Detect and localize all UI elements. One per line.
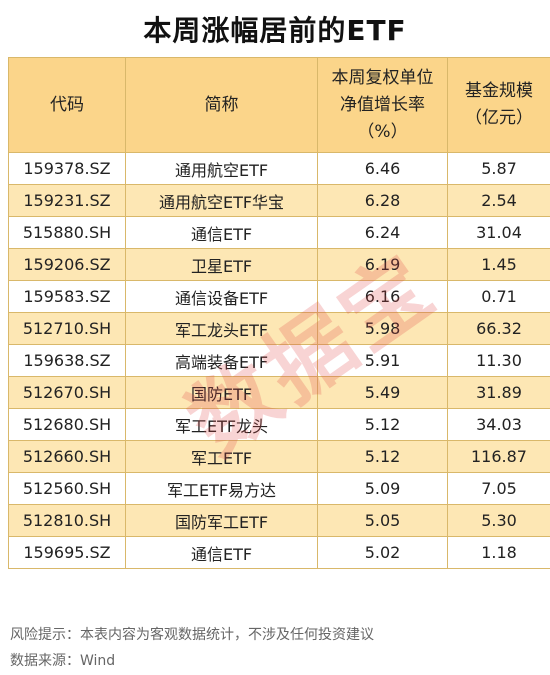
cell-code: 159638.SZ xyxy=(8,344,126,377)
cell-code: 512560.SH xyxy=(8,472,126,505)
cell-growth: 5.98 xyxy=(317,312,448,345)
data-source: 数据来源：Wind xyxy=(10,653,116,669)
cell-size: 31.04 xyxy=(447,216,550,249)
table-row: 515880.SH 通信ETF 6.24 31.04 xyxy=(8,216,550,249)
table-row: 512660.SH 军工ETF 5.12 116.87 xyxy=(8,440,550,473)
cell-name: 通用航空ETF xyxy=(125,152,318,185)
cell-name: 通信ETF xyxy=(125,536,318,569)
cell-growth: 5.12 xyxy=(317,408,448,441)
cell-name: 国防ETF xyxy=(125,376,318,409)
header-size: 基金规模 （亿元） xyxy=(447,57,550,153)
table-row: 512670.SH 国防ETF 5.49 31.89 xyxy=(8,376,550,409)
cell-growth: 6.19 xyxy=(317,248,448,281)
cell-growth: 5.49 xyxy=(317,376,448,409)
header-growth: 本周复权单位 净值增长率 （%） xyxy=(317,57,448,153)
cell-code: 159231.SZ xyxy=(8,184,126,217)
cell-code: 512710.SH xyxy=(8,312,126,345)
cell-growth: 5.91 xyxy=(317,344,448,377)
cell-name: 卫星ETF xyxy=(125,248,318,281)
cell-growth: 6.24 xyxy=(317,216,448,249)
header-size-line: 基金规模 xyxy=(465,81,533,101)
cell-growth: 5.12 xyxy=(317,440,448,473)
cell-size: 5.87 xyxy=(447,152,550,185)
header-size-line: （亿元） xyxy=(465,108,533,128)
table-row: 159638.SZ 高端装备ETF 5.91 11.30 xyxy=(8,344,550,377)
cell-name: 军工ETF易方达 xyxy=(125,472,318,505)
cell-growth: 6.28 xyxy=(317,184,448,217)
cell-growth: 5.05 xyxy=(317,504,448,537)
page-title: 本周涨幅居前的ETF xyxy=(143,13,407,47)
cell-name: 通用航空ETF华宝 xyxy=(125,184,318,217)
etf-table: 代码 简称 本周复权单位 净值增长率 （%） 基金规模 （亿元） 159378.… xyxy=(8,57,550,569)
cell-name: 国防军工ETF xyxy=(125,504,318,537)
cell-growth: 6.46 xyxy=(317,152,448,185)
cell-name: 军工ETF xyxy=(125,440,318,473)
table-header-row: 代码 简称 本周复权单位 净值增长率 （%） 基金规模 （亿元） xyxy=(8,57,550,153)
table-row: 159206.SZ 卫星ETF 6.19 1.45 xyxy=(8,248,550,281)
risk-disclaimer: 风险提示：本表内容为客观数据统计，不涉及任何投资建议 xyxy=(10,627,374,643)
cell-size: 116.87 xyxy=(447,440,550,473)
cell-code: 159378.SZ xyxy=(8,152,126,185)
cell-size: 1.18 xyxy=(447,536,550,569)
header-growth-line: 本周复权单位 xyxy=(331,67,434,88)
table-row: 512810.SH 国防军工ETF 5.05 5.30 xyxy=(8,504,550,537)
cell-name: 通信设备ETF xyxy=(125,280,318,313)
cell-growth: 5.02 xyxy=(317,536,448,569)
cell-name: 通信ETF xyxy=(125,216,318,249)
table-row: 512680.SH 军工ETF龙头 5.12 34.03 xyxy=(8,408,550,441)
cell-code: 159583.SZ xyxy=(8,280,126,313)
cell-name: 高端装备ETF xyxy=(125,344,318,377)
cell-size: 0.71 xyxy=(447,280,550,313)
table-row: 512560.SH 军工ETF易方达 5.09 7.05 xyxy=(8,472,550,505)
table-row: 159231.SZ 通用航空ETF华宝 6.28 2.54 xyxy=(8,184,550,217)
cell-size: 66.32 xyxy=(447,312,550,345)
cell-size: 31.89 xyxy=(447,376,550,409)
cell-size: 7.05 xyxy=(447,472,550,505)
table-row: 159378.SZ 通用航空ETF 6.46 5.87 xyxy=(8,152,550,185)
table-row: 159583.SZ 通信设备ETF 6.16 0.71 xyxy=(8,280,550,313)
cell-growth: 6.16 xyxy=(317,280,448,313)
cell-size: 34.03 xyxy=(447,408,550,441)
cell-code: 159695.SZ xyxy=(8,536,126,569)
table-row: 159695.SZ 通信ETF 5.02 1.18 xyxy=(8,536,550,569)
cell-size: 2.54 xyxy=(447,184,550,217)
cell-size: 1.45 xyxy=(447,248,550,281)
header-name: 简称 xyxy=(125,57,318,153)
cell-name: 军工ETF龙头 xyxy=(125,408,318,441)
cell-code: 512680.SH xyxy=(8,408,126,441)
cell-code: 512670.SH xyxy=(8,376,126,409)
header-code: 代码 xyxy=(8,57,126,153)
cell-code: 512810.SH xyxy=(8,504,126,537)
header-growth-line: 净值增长率 xyxy=(340,94,425,115)
cell-growth: 5.09 xyxy=(317,472,448,505)
cell-code: 512660.SH xyxy=(8,440,126,473)
cell-size: 5.30 xyxy=(447,504,550,537)
cell-code: 515880.SH xyxy=(8,216,126,249)
header-growth-line: （%） xyxy=(357,121,408,142)
cell-code: 159206.SZ xyxy=(8,248,126,281)
cell-size: 11.30 xyxy=(447,344,550,377)
table-row: 512710.SH 军工龙头ETF 5.98 66.32 xyxy=(8,312,550,345)
cell-name: 军工龙头ETF xyxy=(125,312,318,345)
